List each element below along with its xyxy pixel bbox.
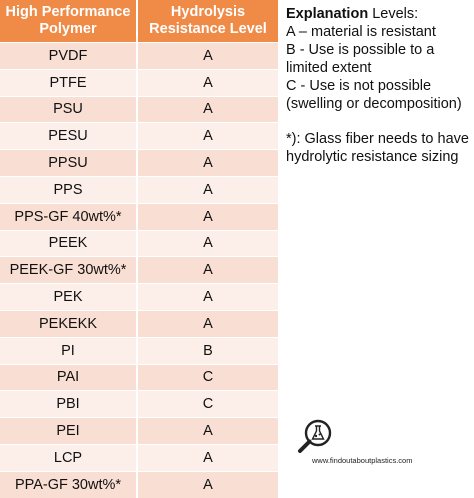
resistance-level-cell: A bbox=[137, 149, 278, 177]
resistance-level-cell: C bbox=[137, 363, 278, 391]
polymer-cell: PEK bbox=[0, 283, 138, 311]
header-polymer: High Performance Polymer bbox=[0, 0, 138, 43]
resistance-level-cell: A bbox=[137, 95, 278, 123]
polymer-cell: PSU bbox=[0, 95, 138, 123]
polymer-cell: PBI bbox=[0, 390, 138, 418]
resistance-level-cell: A bbox=[137, 122, 278, 150]
resistance-level-cell: A bbox=[137, 256, 278, 284]
polymer-cell: PTFE bbox=[0, 68, 138, 97]
table-row: PTFE A bbox=[0, 68, 278, 97]
polymer-cell: PEEK-GF 30wt%* bbox=[0, 256, 138, 284]
polymer-cell: PPS bbox=[0, 175, 138, 204]
polymer-cell: PVDF bbox=[0, 42, 138, 70]
explanation-title: Explanation Levels: bbox=[286, 5, 470, 23]
polymer-cell: PPSU bbox=[0, 149, 138, 177]
explanation-panel: Explanation Levels: A – material is resi… bbox=[286, 5, 470, 166]
table-row: PEK A bbox=[0, 283, 278, 311]
resistance-level-cell: A bbox=[137, 175, 278, 204]
table-row: PPSU A bbox=[0, 149, 278, 177]
table-row: PPA-GF 30wt%* A bbox=[0, 470, 278, 498]
polymer-cell: PPS-GF 40wt%* bbox=[0, 202, 138, 231]
resistance-level-cell: A bbox=[137, 229, 278, 257]
polymer-cell: PESU bbox=[0, 122, 138, 150]
table-row: PAI C bbox=[0, 363, 278, 391]
polymer-cell: PPA-GF 30wt%* bbox=[0, 470, 138, 498]
table-row: PSU A bbox=[0, 95, 278, 123]
polymer-cell: PI bbox=[0, 336, 138, 365]
table-body: PVDF A PTFE A PSU A PESU A PPSU A PPS A PPS-GF 40wt%… bbox=[0, 42, 278, 498]
resistance-level-cell: A bbox=[137, 470, 278, 498]
logo-url: www.findoutaboutplastics.com bbox=[312, 456, 413, 465]
table-row: LCP A bbox=[0, 443, 278, 472]
resistance-level-cell: A bbox=[137, 443, 278, 472]
explanation-title-rest: Levels: bbox=[368, 6, 419, 22]
table-header-row: High Performance Polymer Hydrolysis Resi… bbox=[0, 0, 278, 43]
resistance-level-cell: A bbox=[137, 283, 278, 311]
resistance-level-cell: A bbox=[137, 417, 278, 445]
resistance-level-cell: A bbox=[137, 202, 278, 231]
polymer-cell: PEI bbox=[0, 417, 138, 445]
level-b-text: B - Use is possible to a limited extent bbox=[286, 42, 435, 76]
polymer-cell: LCP bbox=[0, 443, 138, 472]
polymer-cell: PEEK bbox=[0, 229, 138, 257]
resistance-level-cell: A bbox=[137, 309, 278, 338]
table-row: PI B bbox=[0, 336, 278, 365]
table-row: PEKEKK A bbox=[0, 309, 278, 338]
polymer-cell: PAI bbox=[0, 363, 138, 391]
table-row: PEEK A bbox=[0, 229, 278, 257]
resistance-level-cell: C bbox=[137, 390, 278, 418]
hydrolysis-resistance-table: High Performance Polymer Hydrolysis Resi… bbox=[0, 0, 278, 498]
resistance-level-cell: A bbox=[137, 68, 278, 97]
magnifier-flask-icon bbox=[298, 419, 332, 453]
level-a-text: A – material is resistant bbox=[286, 24, 436, 40]
table-row: PESU A bbox=[0, 122, 278, 150]
site-logo: www.findoutaboutplastics.com bbox=[290, 418, 470, 470]
header-resistance-level: Hydrolysis Resistance Level bbox=[137, 0, 278, 43]
polymer-cell: PEKEKK bbox=[0, 309, 138, 338]
footnote-text: *): Glass fiber needs to have hydrolytic… bbox=[286, 131, 469, 165]
resistance-level-cell: A bbox=[137, 42, 278, 70]
resistance-level-cell: B bbox=[137, 336, 278, 365]
level-c-text: C - Use is not possible (swelling or dec… bbox=[286, 78, 462, 112]
table-row: PPS A bbox=[0, 175, 278, 204]
table-row: PEI A bbox=[0, 417, 278, 445]
table-row: PBI C bbox=[0, 390, 278, 418]
table-row: PEEK-GF 30wt%* A bbox=[0, 256, 278, 284]
explanation-title-bold: Explanation bbox=[286, 6, 369, 22]
table-row: PVDF A bbox=[0, 42, 278, 70]
table-row: PPS-GF 40wt%* A bbox=[0, 202, 278, 231]
